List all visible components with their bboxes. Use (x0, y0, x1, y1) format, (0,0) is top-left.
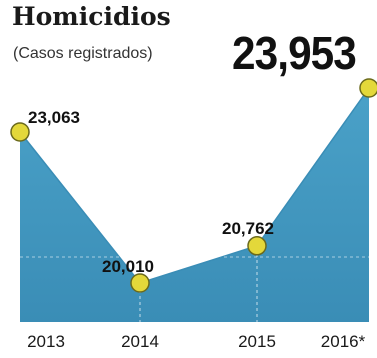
marker-layer (10, 78, 377, 293)
x-tick-label-2013: 2013 (27, 332, 65, 351)
total-value: 23,953 (232, 27, 357, 79)
x-axis: 2013 2014 2015 2016* (27, 332, 366, 351)
area-layer (19, 87, 370, 322)
data-point-2015 (247, 236, 267, 256)
x-tick-label-2014: 2014 (121, 332, 159, 351)
value-label-2013: 23,063 (28, 108, 80, 127)
chart-title: Homicidios (12, 2, 171, 31)
label-layer: 23,063 20,010 20,762 (28, 108, 274, 276)
value-label-2015: 20,762 (222, 219, 274, 238)
area-fill (20, 88, 369, 322)
data-point-2013 (10, 122, 30, 142)
series-line (19, 87, 370, 284)
x-tick-label-2016: 2016* (321, 332, 366, 351)
chart-subtitle: (Casos registrados) (13, 45, 153, 62)
data-point-2016 (359, 78, 377, 98)
x-tick-label-2015: 2015 (238, 332, 276, 351)
value-label-2014: 20,010 (102, 257, 154, 276)
data-point-2014 (130, 273, 150, 293)
